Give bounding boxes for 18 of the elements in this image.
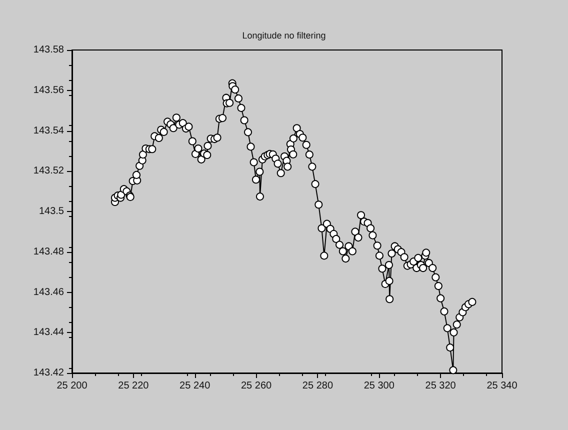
y-tick-label: 143.42 <box>33 368 64 378</box>
x-tick-label: 25 240 <box>180 380 211 392</box>
x-tick-label: 25 220 <box>118 380 150 392</box>
y-tick-label: 143.48 <box>33 246 64 258</box>
x-tick-label: 25 300 <box>364 380 395 392</box>
y-tick-label: 143.54 <box>33 125 64 136</box>
y-tick-label: 143.52 <box>33 166 64 177</box>
x-tick-label: 25 200 <box>56 380 88 392</box>
x-tick-label: 25 280 <box>302 380 334 392</box>
y-tick-label: 143.44 <box>33 327 64 338</box>
x-tick-label: 25 260 <box>240 380 272 392</box>
y-tick-label: 143.46 <box>33 286 64 298</box>
x-tick-label: 25 320 <box>425 380 456 392</box>
y-tick-label: 143.58 <box>33 44 64 56</box>
y-tick-label: 143.56 <box>33 84 64 96</box>
x-tick-label: 25 340 <box>486 380 518 392</box>
y-tick-label: 143.5 <box>38 206 64 217</box>
chart-title: Longitude no filtering <box>242 30 326 40</box>
